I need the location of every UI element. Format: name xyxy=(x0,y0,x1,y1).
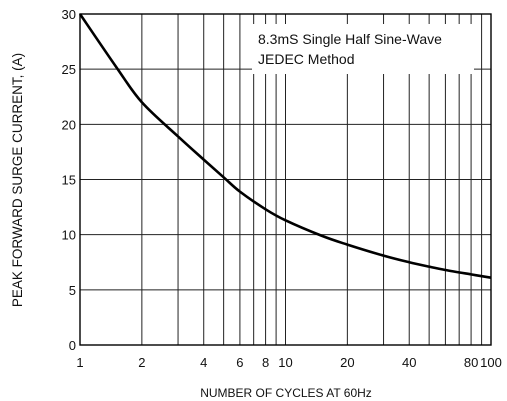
x-axis-label: NUMBER OF CYCLES AT 60Hz xyxy=(200,386,372,400)
plot-frame xyxy=(79,13,492,346)
y-tick-label: 15 xyxy=(62,173,76,188)
x-tick-label: 8 xyxy=(262,355,269,370)
y-tick-label: 0 xyxy=(69,338,76,353)
x-tick-label: 20 xyxy=(340,355,354,370)
x-tick-label: 100 xyxy=(480,355,502,370)
y-tick-label: 20 xyxy=(62,117,76,132)
y-tick-label: 25 xyxy=(62,62,76,77)
x-tick-label: 2 xyxy=(138,355,145,370)
x-tick-label: 6 xyxy=(236,355,243,370)
annotation-box: 8.3mS Single Half Sine-Wave JEDEC Method xyxy=(252,24,474,74)
annotation-line-1: 8.3mS Single Half Sine-Wave xyxy=(258,31,442,47)
y-axis-label: PEAK FORWARD SURGE CURRENT, (A) xyxy=(10,53,25,307)
y-tick-labels: 0 5 10 15 20 25 30 xyxy=(62,7,76,353)
x-tick-labels: 1 2 4 6 8 10 20 40 80 100 xyxy=(76,355,501,370)
y-tick-label: 30 xyxy=(62,7,76,22)
x-tick-label: 1 xyxy=(76,355,83,370)
annotation-line-2: JEDEC Method xyxy=(258,51,354,67)
x-tick-label: 10 xyxy=(278,355,292,370)
x-tick-label: 40 xyxy=(402,355,416,370)
y-tick-label: 10 xyxy=(62,228,76,243)
annotation-background xyxy=(252,24,474,74)
y-tick-label: 5 xyxy=(69,283,76,298)
series-layer xyxy=(78,13,492,279)
surge-current-curve xyxy=(78,13,492,279)
x-tick-label: 4 xyxy=(200,355,207,370)
x-tick-label: 80 xyxy=(464,355,478,370)
